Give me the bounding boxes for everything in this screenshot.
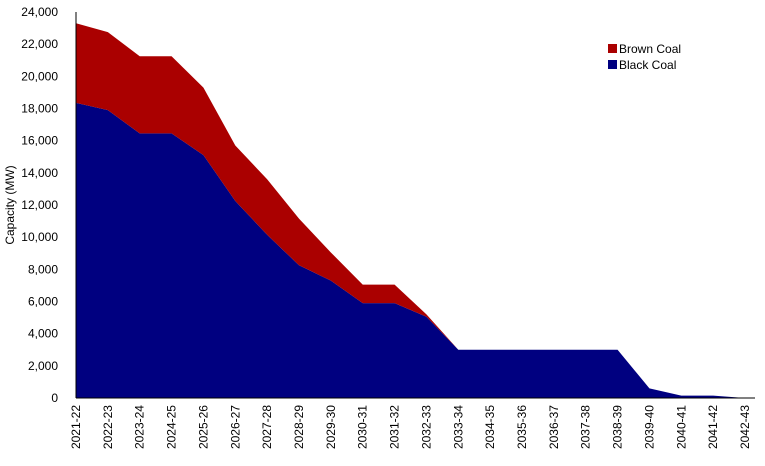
area-series-group xyxy=(76,23,745,399)
y-tick-label: 22,000 xyxy=(21,37,58,51)
axes-group xyxy=(75,12,755,399)
x-tick-label: 2026-27 xyxy=(228,405,242,449)
x-tick-label: 2038-39 xyxy=(611,405,625,449)
legend: Brown Coal Black Coal xyxy=(608,42,681,72)
black-coal-legend-swatch xyxy=(608,60,617,69)
x-tick-label: 2042-43 xyxy=(738,405,752,449)
x-tick-label: 2037-38 xyxy=(579,405,593,449)
brown-coal-legend-swatch xyxy=(608,44,617,53)
x-tick-label: 2030-31 xyxy=(356,405,370,449)
y-tick-label: 16,000 xyxy=(21,134,58,148)
y-axis-label: Capacity (MW) xyxy=(3,165,17,244)
y-tick-labels: 0 2,000 4,000 6,000 8,000 10,000 12,000 14,000 1… xyxy=(21,5,58,405)
y-tick-label: 8,000 xyxy=(28,262,58,276)
x-tick-label: 2023-24 xyxy=(133,405,147,449)
y-tick-label: 20,000 xyxy=(21,69,58,83)
x-tick-label: 2033-34 xyxy=(451,405,465,449)
y-tick-label: 18,000 xyxy=(21,102,58,116)
y-tick-label: 12,000 xyxy=(21,198,58,212)
x-tick-label: 2024-25 xyxy=(165,405,179,449)
x-tick-label: 2025-26 xyxy=(196,405,210,449)
x-tick-label: 2028-29 xyxy=(292,405,306,449)
y-tick-label: 0 xyxy=(51,391,58,405)
x-tick-label: 2036-37 xyxy=(547,405,561,449)
x-tick-label: 2027-28 xyxy=(260,405,274,449)
y-tick-label: 2,000 xyxy=(28,359,58,373)
y-tick-label: 14,000 xyxy=(21,166,58,180)
x-tick-label: 2022-23 xyxy=(101,405,115,449)
y-tick-label: 6,000 xyxy=(28,295,58,309)
black-coal-legend-label: Black Coal xyxy=(619,58,676,72)
y-tick-label: 10,000 xyxy=(21,230,58,244)
x-tick-label: 2039-40 xyxy=(642,405,656,449)
x-tick-labels: 2021-22 2022-23 2023-24 2024-25 2025-26 2026-… xyxy=(69,405,752,449)
brown-coal-legend-label: Brown Coal xyxy=(619,42,681,56)
brown-coal-area xyxy=(76,23,745,398)
x-tick-label: 2040-41 xyxy=(674,405,688,449)
x-tick-label: 2029-30 xyxy=(324,405,338,449)
x-tick-label: 2041-42 xyxy=(706,405,720,449)
x-tick-label: 2021-22 xyxy=(69,405,83,449)
y-tick-label: 4,000 xyxy=(28,327,58,341)
y-tick-label: 24,000 xyxy=(21,5,58,19)
x-tick-label: 2035-36 xyxy=(515,405,529,449)
black-coal-area xyxy=(76,102,745,399)
x-tick-label: 2031-32 xyxy=(388,405,402,449)
x-tick-label: 2034-35 xyxy=(483,405,497,449)
x-tick-label: 2032-33 xyxy=(419,405,433,449)
